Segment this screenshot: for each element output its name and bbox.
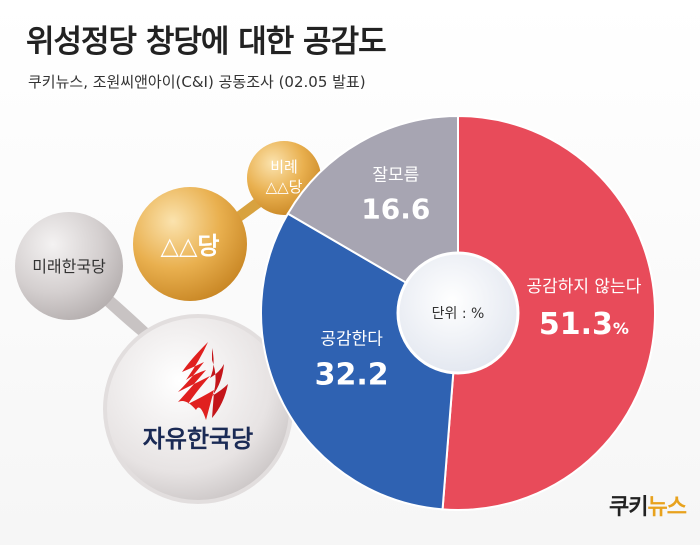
donut-slice <box>441 114 656 511</box>
triangle-bubble <box>133 187 247 301</box>
donut-slice <box>286 114 459 315</box>
chart-title: 위성정당 창당에 대한 공감도 <box>26 24 387 60</box>
bire-label-line2: △△당 <box>266 178 303 196</box>
jayu-logo-icon <box>178 342 228 420</box>
chart-subtitle: 쿠키뉴스, 조원씨앤아이(C&I) 공동조사 (02.05 발표) <box>28 73 366 91</box>
center-unit-label: 단위 : % <box>432 306 485 322</box>
brand-part1: 쿠키 <box>609 495 648 520</box>
triangle-label: △△당 <box>161 232 220 260</box>
brand-logo: 쿠키뉴스 <box>609 489 687 521</box>
slice-value-label: 32.2 <box>315 358 389 393</box>
slice-value-label: 16.6 <box>361 193 430 226</box>
brand-part2: 뉴스 <box>647 495 686 520</box>
slice-unit-label: % <box>613 319 629 338</box>
mirae-bubble <box>15 212 123 320</box>
jayu-label: 자유한국당 <box>143 425 253 453</box>
slice-name-label: 공감한다 <box>320 330 383 350</box>
slice-name-label: 잘모름 <box>372 166 419 186</box>
mirae-label: 미래한국당 <box>32 257 106 276</box>
donut-hole <box>396 251 520 375</box>
bire-label-line1: 비례 <box>270 158 298 176</box>
slice-name-label: 공감하지 않는다 <box>526 277 641 297</box>
